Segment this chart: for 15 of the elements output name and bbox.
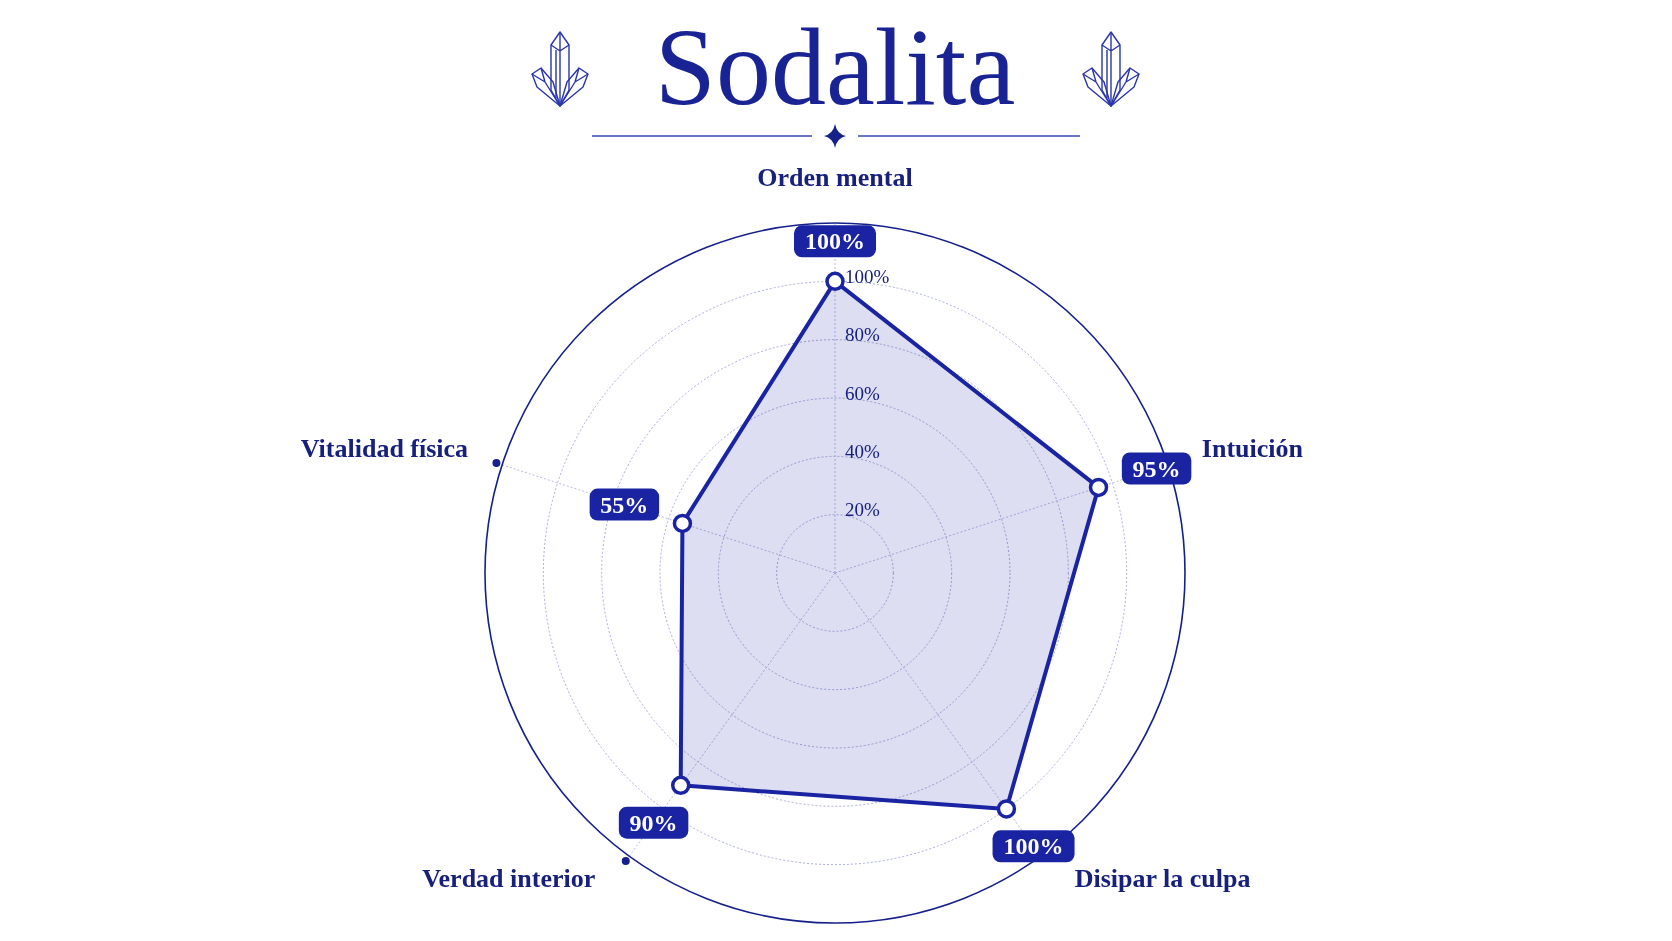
y-tick-label: 20% [845,499,880,521]
spoke-label: Intuición [1201,434,1304,464]
spoke-label: Verdad interior [422,863,596,893]
spoke-label: Disipar la culpa [1074,863,1251,893]
data-label: 100% [1003,833,1064,860]
data-label: 95% [1132,455,1181,482]
data-label: 90% [629,809,678,836]
y-tick-label: 40% [845,440,880,462]
y-tick-label: 80% [845,324,880,346]
y-tick-label: 100% [845,265,890,287]
data-label: 55% [600,491,649,518]
spoke-label: Orden mental [757,162,913,192]
chart-title: Sodalita [654,6,1016,128]
y-tick-label: 60% [845,382,880,404]
spoke-label: Vitalidad física [300,434,469,464]
